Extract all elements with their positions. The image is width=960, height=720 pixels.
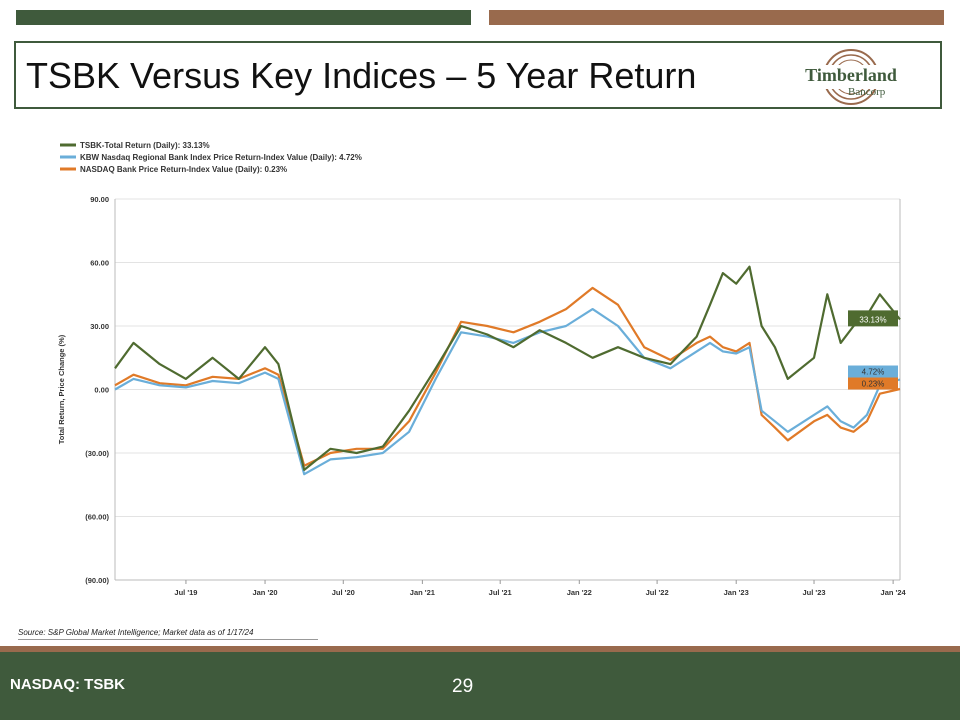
source-note: Source: S&P Global Market Intelligence; …	[18, 628, 318, 640]
y-tick-label-2: 30.00	[90, 322, 109, 331]
legend-entry-0: TSBK-Total Return (Daily): 33.13%	[80, 141, 210, 150]
page-number: 29	[452, 676, 474, 697]
ticker-label: NASDAQ: TSBK	[10, 676, 125, 693]
y-tick-label-6: (90.00)	[85, 576, 109, 585]
footer-bar: NASDAQ: TSBK 29	[0, 652, 960, 720]
x-tick-label-0: Jul '19	[174, 588, 197, 597]
x-tick-label-6: Jul '22	[646, 588, 669, 597]
y-tick-label-5: (60.00)	[85, 513, 109, 522]
x-tick-label-2: Jul '20	[332, 588, 355, 597]
end-label-kbw: 4.72%	[862, 368, 885, 377]
timberland-logo: Timberland Bancorp	[796, 47, 906, 107]
return-line-chart: TSBK-Total Return (Daily): 33.13% KBW Nas…	[57, 141, 907, 597]
x-tick-label-4: Jul '21	[489, 588, 512, 597]
y-axis-label: Total Return, Price Change (%)	[57, 334, 66, 444]
end-label-tsbk: 33.13%	[859, 315, 886, 324]
x-tick-label-5: Jan '22	[567, 588, 592, 597]
top-accent-bar-green	[16, 10, 471, 25]
x-tick-label-3: Jan '21	[410, 588, 435, 597]
series-line-0	[114, 265, 901, 471]
x-tick-label-9: Jan '24	[881, 588, 907, 597]
title-box: TSBK Versus Key Indices – 5 Year Return …	[14, 41, 942, 109]
end-flag-tsbk	[848, 310, 898, 327]
y-tick-label-4: (30.00)	[85, 449, 109, 458]
series-line-1	[114, 308, 901, 476]
page-title: TSBK Versus Key Indices – 5 Year Return	[26, 55, 697, 96]
logo-subtext: Bancorp	[848, 86, 886, 98]
legend-entry-1: KBW Nasdaq Regional Bank Index Price Ret…	[80, 153, 362, 162]
x-tick-label-1: Jan '20	[252, 588, 277, 597]
x-tick-label-7: Jan '23	[724, 588, 749, 597]
series-line-2	[114, 286, 901, 467]
legend-entry-2: NASDAQ Bank Price Return-Index Value (Da…	[80, 165, 287, 174]
footer-accent-line	[0, 646, 960, 652]
end-label-nasdaq: 0.23%	[862, 380, 885, 389]
end-flag-nasdaq	[848, 377, 898, 390]
x-tick-label-8: Jul '23	[802, 588, 825, 597]
end-flag-kbw	[848, 365, 898, 378]
logo-rings-icon	[796, 49, 906, 105]
logo-wordmark: Timberland	[805, 65, 897, 85]
top-accent-bar-brown	[489, 10, 944, 25]
chart-area: TSBK-Total Return (Daily): 33.13% KBW Nas…	[50, 135, 910, 615]
y-tick-label-0: 90.00	[90, 195, 109, 204]
y-tick-label-3: 0.00	[94, 386, 109, 395]
y-tick-label-1: 60.00	[90, 259, 109, 268]
